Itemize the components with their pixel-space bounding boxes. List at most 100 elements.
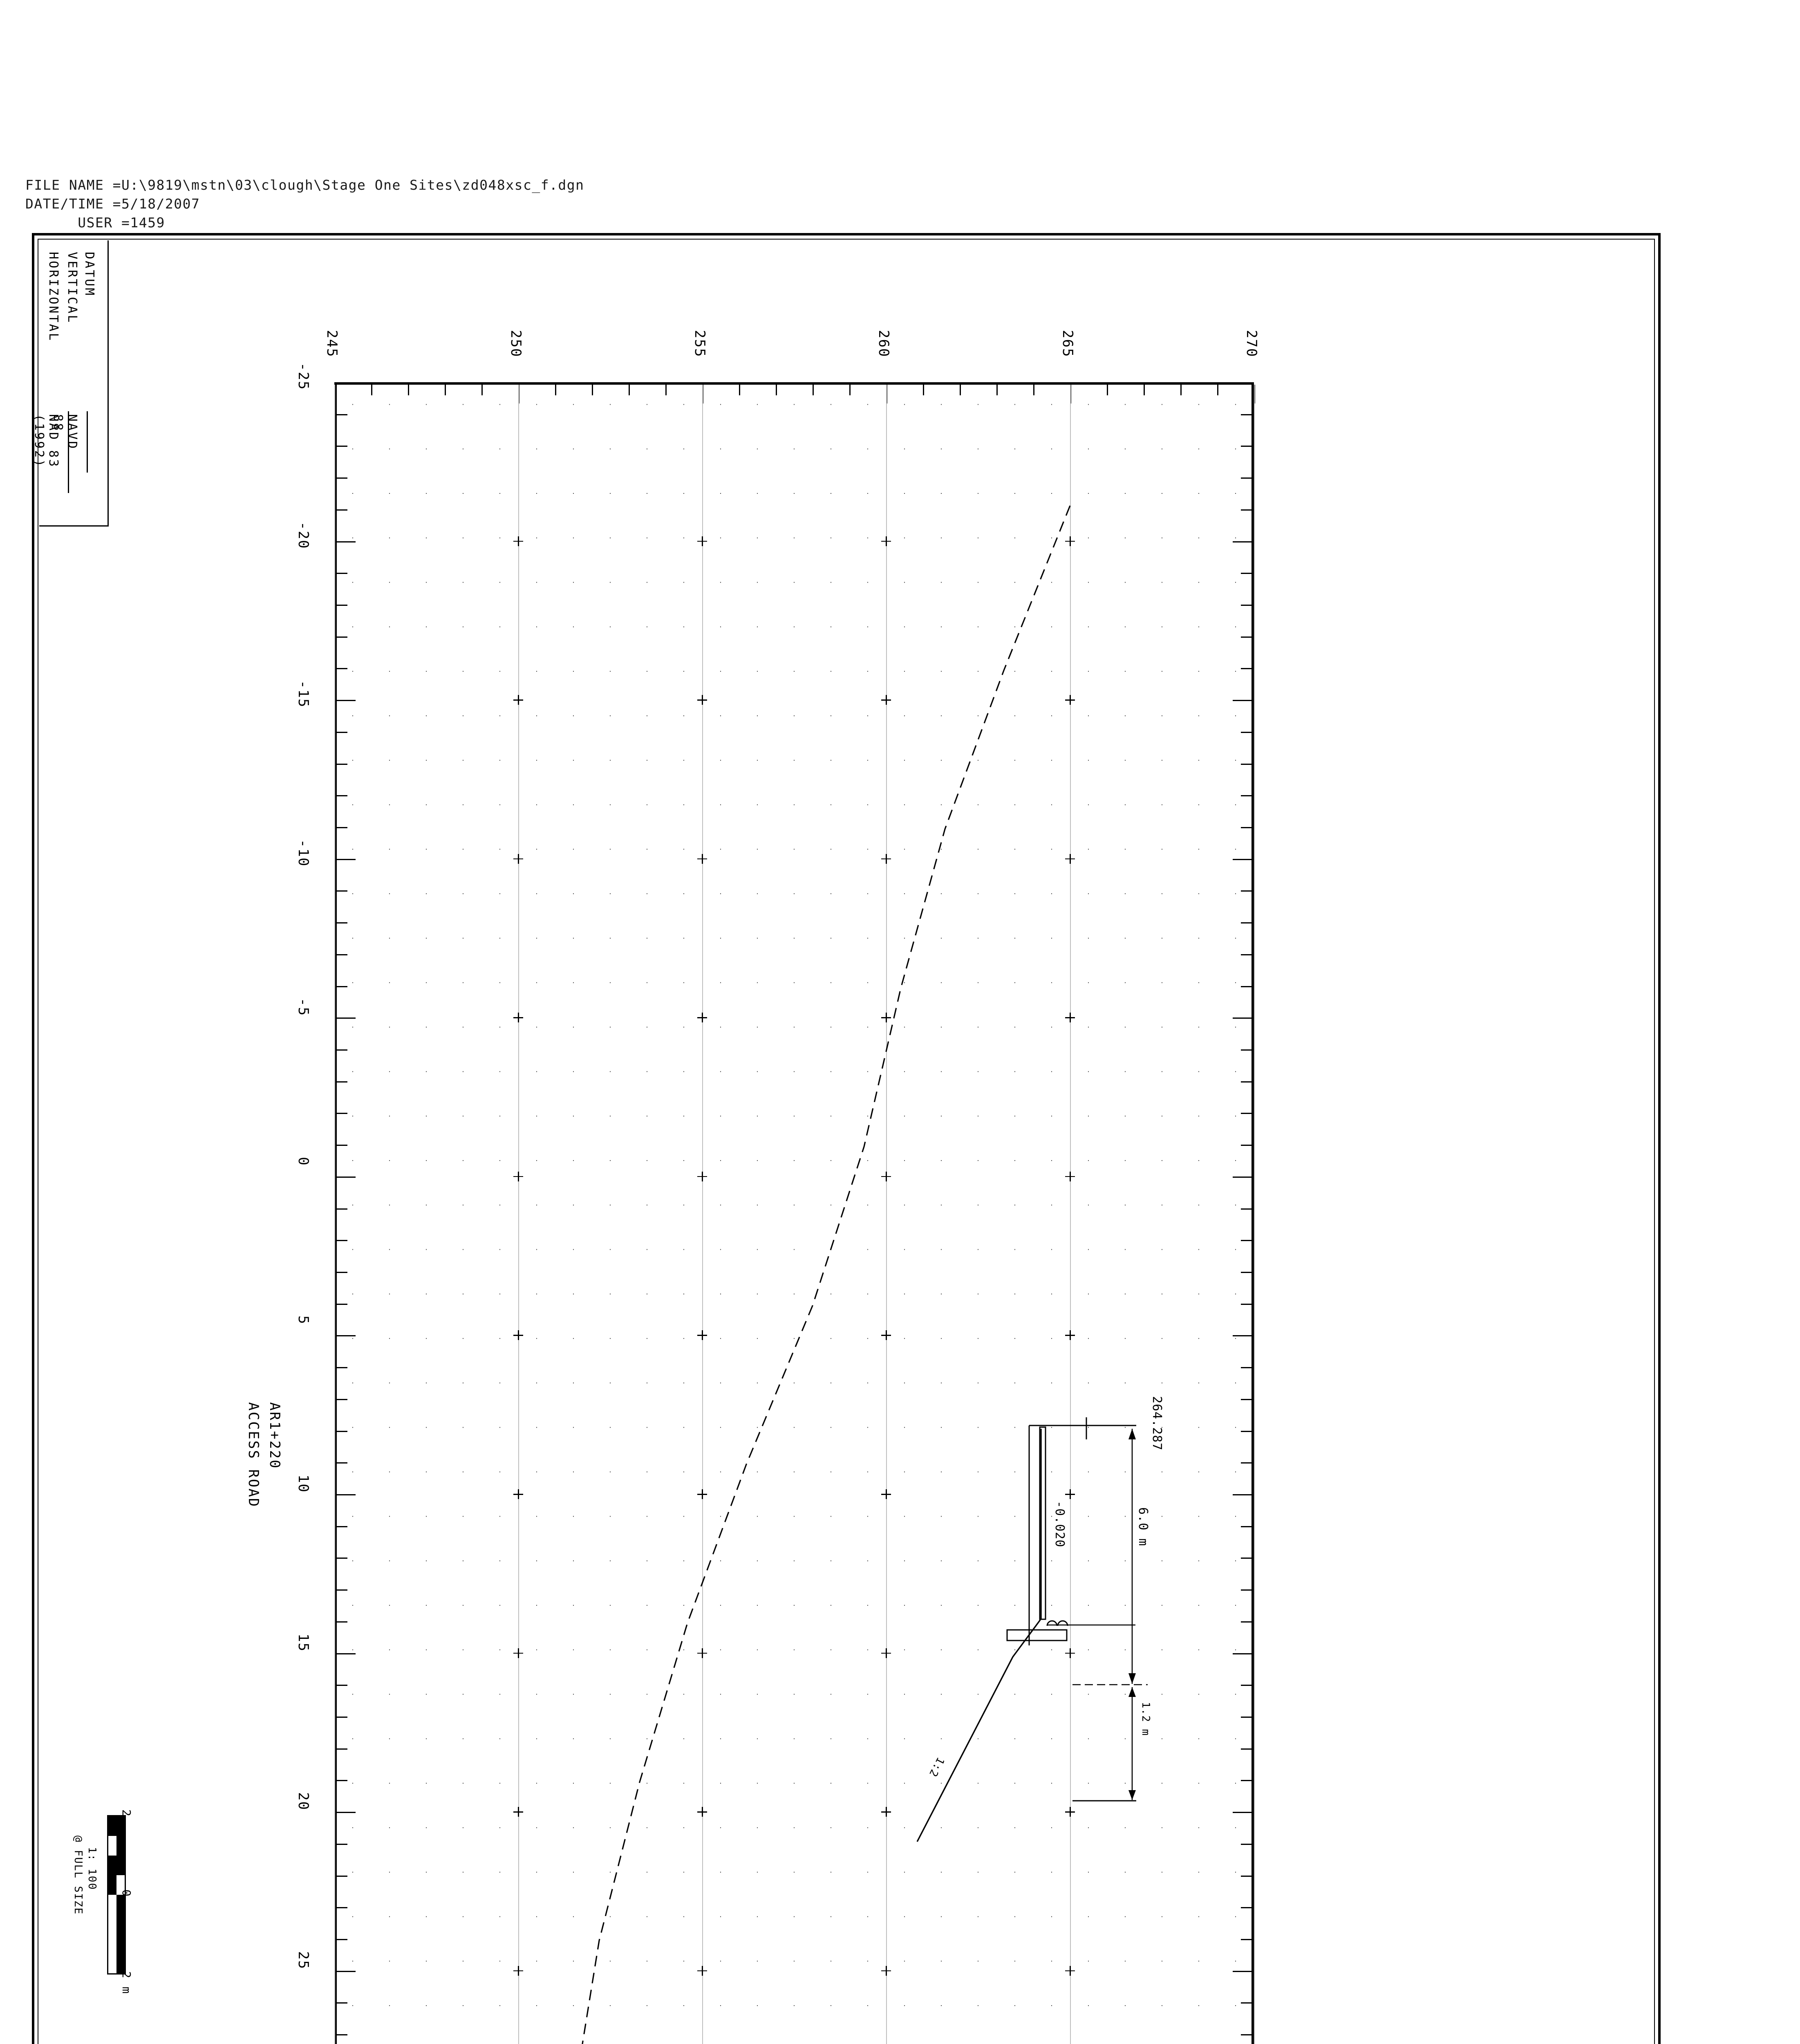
grid-crosshair bbox=[513, 1489, 523, 1499]
grid-crosshair bbox=[697, 854, 707, 864]
datum-rule-horizontal bbox=[87, 411, 88, 473]
tick-elevation-top bbox=[923, 385, 924, 395]
gridline-elevation bbox=[702, 385, 703, 2044]
gridline-elevation bbox=[334, 385, 335, 2044]
tick-offset-left bbox=[337, 1589, 347, 1591]
axis-label-offset: 15 bbox=[295, 1633, 311, 1652]
tick-offset-left bbox=[337, 1875, 347, 1877]
tick-offset-left bbox=[337, 954, 347, 955]
scale-bar: 2 0 2 m 1: 100 @ FULL SIZE bbox=[61, 1770, 168, 2024]
tick-offset-left bbox=[337, 446, 347, 447]
datum-horizontal-label: HORIZONTAL bbox=[46, 252, 60, 342]
tick-offset-right bbox=[1241, 1399, 1251, 1400]
tick-elevation-top bbox=[1217, 385, 1218, 395]
tick-offset-left bbox=[337, 1113, 347, 1114]
tick-offset-right bbox=[1241, 827, 1251, 828]
grid-crosshair bbox=[1065, 1648, 1075, 1658]
tick-offset-left bbox=[337, 1812, 356, 1813]
grid-crosshair bbox=[513, 1648, 523, 1658]
tick-offset-right bbox=[1233, 541, 1251, 542]
grid-crosshair bbox=[513, 1171, 523, 1181]
grid-crosshair bbox=[881, 1171, 891, 1181]
axis-label-elevation-top: 245 bbox=[324, 330, 340, 358]
depth-dimension-label: 1.2 m bbox=[1140, 1702, 1152, 1736]
grid-crosshair bbox=[881, 1330, 891, 1340]
grid-crosshair bbox=[513, 854, 523, 864]
datum-horizontal-value: NAD 83 (1992) bbox=[32, 414, 60, 468]
tick-offset-left bbox=[337, 1399, 347, 1400]
grid-crosshair bbox=[697, 1966, 707, 1976]
tick-offset-right bbox=[1241, 1875, 1251, 1877]
axis-label-offset: -25 bbox=[295, 363, 311, 390]
grid-crosshair bbox=[513, 536, 523, 546]
tick-offset-right bbox=[1233, 1494, 1251, 1495]
tick-offset-left bbox=[337, 1081, 347, 1083]
tick-offset-right bbox=[1233, 1176, 1251, 1178]
tick-offset-left bbox=[337, 922, 347, 924]
tick-offset-left bbox=[337, 1970, 356, 1972]
tick-offset-right bbox=[1241, 1558, 1251, 1559]
tick-offset-left bbox=[337, 1907, 347, 1909]
axis-label-elevation-top: 250 bbox=[508, 330, 524, 358]
tick-offset-right bbox=[1241, 1049, 1251, 1051]
tick-offset-left bbox=[337, 1780, 347, 1782]
tick-elevation-top bbox=[849, 385, 851, 395]
tick-offset-left bbox=[337, 1717, 347, 1718]
tick-offset-right bbox=[1233, 858, 1251, 860]
axis-label-offset: -20 bbox=[295, 521, 311, 549]
tick-offset-left bbox=[337, 1685, 347, 1686]
grid-crosshair bbox=[1065, 1013, 1075, 1023]
tick-offset-right bbox=[1241, 1208, 1251, 1210]
tick-offset-right bbox=[1233, 1335, 1251, 1337]
tick-offset-left bbox=[337, 731, 347, 733]
cross-slope-label: -0.020 bbox=[1052, 1501, 1067, 1548]
tick-offset-left bbox=[337, 827, 347, 828]
tick-offset-right bbox=[1241, 763, 1251, 765]
tick-elevation-top bbox=[1107, 385, 1108, 395]
tick-offset-right bbox=[1241, 1367, 1251, 1369]
grid-crosshair bbox=[881, 1489, 891, 1499]
plot-stamp-user: USER =1459 bbox=[25, 215, 165, 231]
tick-offset-left bbox=[337, 1018, 356, 1019]
tick-offset-left bbox=[337, 1748, 347, 1750]
grid-crosshair bbox=[1065, 854, 1075, 864]
tick-offset-right bbox=[1241, 1113, 1251, 1114]
tick-offset-left bbox=[337, 636, 347, 638]
gridline-elevation bbox=[518, 385, 519, 2044]
grid-crosshair bbox=[513, 1807, 523, 1817]
tick-elevation-top bbox=[1033, 385, 1034, 395]
tick-offset-right bbox=[1241, 1272, 1251, 1273]
tick-offset-right bbox=[1241, 668, 1251, 670]
tick-offset-right bbox=[1241, 1303, 1251, 1305]
tick-offset-right bbox=[1241, 414, 1251, 415]
tick-elevation-top bbox=[665, 385, 667, 395]
grid-crosshair bbox=[1065, 1489, 1075, 1499]
tick-elevation-top bbox=[408, 385, 409, 395]
tick-offset-right bbox=[1233, 1812, 1251, 1813]
sheet-inner-border bbox=[38, 239, 1655, 2044]
tick-offset-left bbox=[337, 1272, 347, 1273]
station-subtitle: ACCESS ROAD bbox=[245, 1402, 262, 1508]
tick-elevation-top bbox=[592, 385, 593, 395]
tick-offset-left bbox=[337, 668, 347, 670]
scale-label-left: 2 bbox=[120, 1809, 133, 1817]
plot-stamp-date-time: DATE/TIME =5/18/2007 bbox=[25, 196, 200, 212]
scale-full-size-note: @ FULL SIZE bbox=[72, 1836, 84, 1915]
axis-label-elevation-top: 260 bbox=[875, 330, 892, 358]
grid-crosshair bbox=[881, 536, 891, 546]
tick-offset-left bbox=[337, 477, 347, 479]
tick-offset-right bbox=[1241, 2002, 1251, 2004]
axis-label-offset: 25 bbox=[295, 1951, 311, 1970]
tick-offset-left bbox=[337, 2034, 347, 2036]
tick-offset-right bbox=[1241, 731, 1251, 733]
tick-offset-left bbox=[337, 1526, 347, 1527]
tick-offset-left bbox=[337, 509, 347, 511]
grid-crosshair bbox=[881, 695, 891, 705]
axis-label-offset: 5 bbox=[295, 1316, 311, 1325]
tick-offset-left bbox=[337, 1939, 347, 1940]
tick-offset-right bbox=[1241, 1462, 1251, 1464]
elevation-callout: 264.287 bbox=[1150, 1396, 1164, 1451]
grid-crosshair bbox=[881, 1013, 891, 1023]
scale-label-right: 2 m bbox=[120, 1971, 133, 1995]
tick-offset-left bbox=[337, 573, 347, 574]
